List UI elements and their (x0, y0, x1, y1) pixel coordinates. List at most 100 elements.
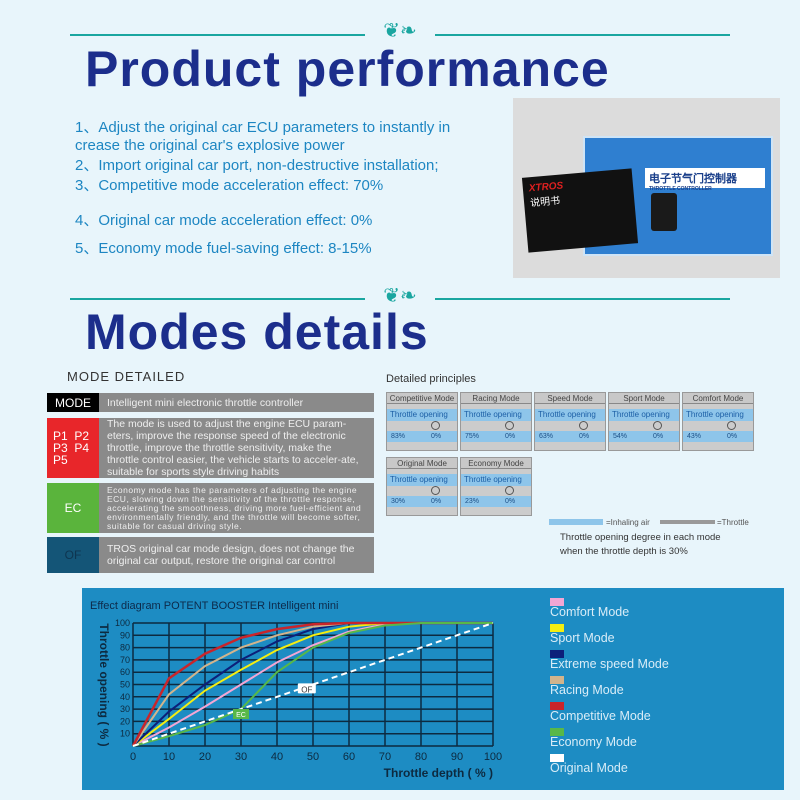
throttle-valve-icon (727, 421, 736, 430)
legend-swatch (550, 598, 564, 606)
panel-label: Throttle opening (387, 409, 457, 421)
panel-label: Throttle opening (683, 409, 753, 421)
panel-title: Sport Mode (609, 393, 679, 404)
panel-value: 54% 0% (609, 431, 679, 442)
y-axis-label: Throttle opening ( % ) (97, 623, 111, 746)
of-label: OF (301, 685, 312, 694)
y-tick-label: 40 (120, 692, 130, 702)
mode-text: Intelligent mini electronic throttle con… (107, 396, 304, 409)
legend-label: Extreme speed Mode (550, 657, 669, 671)
y-tick-label: 90 (120, 630, 130, 640)
section-title: Modes details (85, 304, 429, 360)
panel-label: Throttle opening (387, 474, 457, 486)
throttle-valve-icon (579, 421, 588, 430)
panel-title: Comfort Mode (683, 393, 753, 404)
legend-swatch (550, 650, 564, 658)
ec-label-bg (233, 709, 249, 720)
feature-5: 5、Economy mode fuel-saving effect: 8-15% (75, 240, 372, 257)
panel-title: Speed Mode (535, 393, 605, 404)
legend-swatch (550, 676, 564, 684)
principle-panel: Sport Mode Throttle opening 54% 0% (608, 392, 680, 451)
effect-chart: Effect diagram POTENT BOOSTER Intelligen… (90, 598, 669, 780)
panel-title: Racing Mode (461, 393, 531, 404)
x-tick-label: 100 (484, 751, 502, 763)
x-tick-label: 80 (415, 751, 427, 763)
principle-panel: Competitive Mode Throttle opening 83% 0% (386, 392, 458, 451)
panel-label: Throttle opening (535, 409, 605, 421)
series-line-economy-mode (132, 622, 493, 747)
y-tick-label: 20 (120, 716, 130, 726)
panel-value: 43% 0% (683, 431, 753, 442)
panel-title: Competitive Mode (387, 393, 457, 404)
legend-swatch (550, 754, 564, 762)
panel-value: 23% 0% (461, 496, 531, 507)
throttle-valve-icon (431, 421, 440, 430)
x-tick-label: 90 (451, 751, 463, 763)
legend-throttle: =Throttle (717, 518, 749, 527)
feature-2: 2、Import original car port, non-destruct… (75, 157, 439, 174)
legend-air: =Inhaling air (606, 518, 650, 527)
chart-title: Effect diagram POTENT BOOSTER Intelligen… (90, 600, 338, 612)
y-tick-label: 30 (120, 704, 130, 714)
mode-text: TROS original car mode design, does not … (107, 543, 355, 567)
mode-text: The mode is used to adjust the engine EC… (107, 418, 359, 478)
principle-panel: Speed Mode Throttle opening 63% 0% (534, 392, 606, 451)
box-label: 电子节气门控制器 THROTTLE CONTROLLER (645, 168, 765, 192)
mode-tag: OF (47, 537, 99, 573)
principle-panel: Racing Mode Throttle opening 75% 0% (460, 392, 532, 451)
legend-swatch (550, 702, 564, 710)
throttle-valve-icon (431, 486, 440, 495)
mode-text: Economy mode has the parameters of adjus… (107, 484, 362, 531)
principle-panel: Comfort Mode Throttle opening 43% 0% (682, 392, 754, 451)
legend-label: Competitive Mode (550, 709, 651, 723)
effect-chart-panel: Effect diagram POTENT BOOSTER Intelligen… (82, 588, 784, 790)
panel-value: 30% 0% (387, 496, 457, 507)
mode-tag: MODE (47, 393, 99, 412)
y-tick-label: 10 (120, 729, 130, 739)
y-tick-label: 60 (120, 667, 130, 677)
x-tick-label: 60 (343, 751, 355, 763)
mode-tag: EC (47, 483, 99, 533)
principle-panel: Economy Mode Throttle opening 23% 0% (460, 457, 532, 516)
panel-label: Throttle opening (461, 474, 531, 486)
mode-detailed-heading: MODE DETAILED (67, 369, 186, 384)
air-swatch (549, 519, 603, 525)
mode-row: EC Economy mode has the parameters of ad… (47, 483, 374, 533)
panel-value: 83% 0% (387, 431, 457, 442)
mode-row: OF TROS original car mode design, does n… (47, 537, 374, 573)
controller-device (651, 193, 677, 231)
mode-tag: P1 P2 P3 P4 P5 (47, 418, 99, 478)
x-tick-label: 30 (235, 751, 247, 763)
legend-swatch (550, 624, 564, 632)
x-tick-label: 70 (379, 751, 391, 763)
panel-value: 75% 0% (461, 431, 531, 442)
panel-value: 63% 0% (535, 431, 605, 442)
y-tick-label: 80 (120, 643, 130, 653)
note-line-1: Throttle opening degree in each mode (560, 532, 721, 543)
panel-label: Throttle opening (461, 409, 531, 421)
legend-label: Comfort Mode (550, 605, 629, 619)
feature-1: 1、Adjust the original car ECU parameters… (75, 119, 451, 154)
ornament-icon: ❦❧ (365, 18, 435, 42)
legend-label: Original Mode (550, 761, 628, 775)
manual: XTROS 说明书 (521, 168, 639, 253)
principle-panel: Original Mode Throttle opening 30% 0% (386, 457, 458, 516)
ornament-icon: ❦❧ (365, 283, 435, 307)
panel-title: Original Mode (387, 458, 457, 469)
panel-title: Economy Mode (461, 458, 531, 469)
product-photo: 电子节气门控制器 THROTTLE CONTROLLER XTROS 说明书 (513, 98, 780, 278)
principles-heading: Detailed principles (386, 373, 476, 385)
throttle-valve-icon (505, 421, 514, 430)
y-tick-label: 100 (115, 618, 130, 628)
throttle-valve-icon (505, 486, 514, 495)
x-tick-label: 40 (271, 751, 283, 763)
throttle-swatch (660, 520, 715, 524)
panel-label: Throttle opening (609, 409, 679, 421)
feature-3: 3、Competitive mode acceleration effect: … (75, 177, 384, 194)
feature-4: 4、Original car mode acceleration effect:… (75, 212, 373, 229)
y-tick-label: 50 (120, 680, 130, 690)
mode-row: MODE Intelligent mini electronic throttl… (47, 393, 374, 412)
of-label-bg (297, 683, 316, 694)
x-tick-label: 10 (163, 751, 175, 763)
note-line-2: when the throttle depth is 30% (560, 546, 688, 557)
